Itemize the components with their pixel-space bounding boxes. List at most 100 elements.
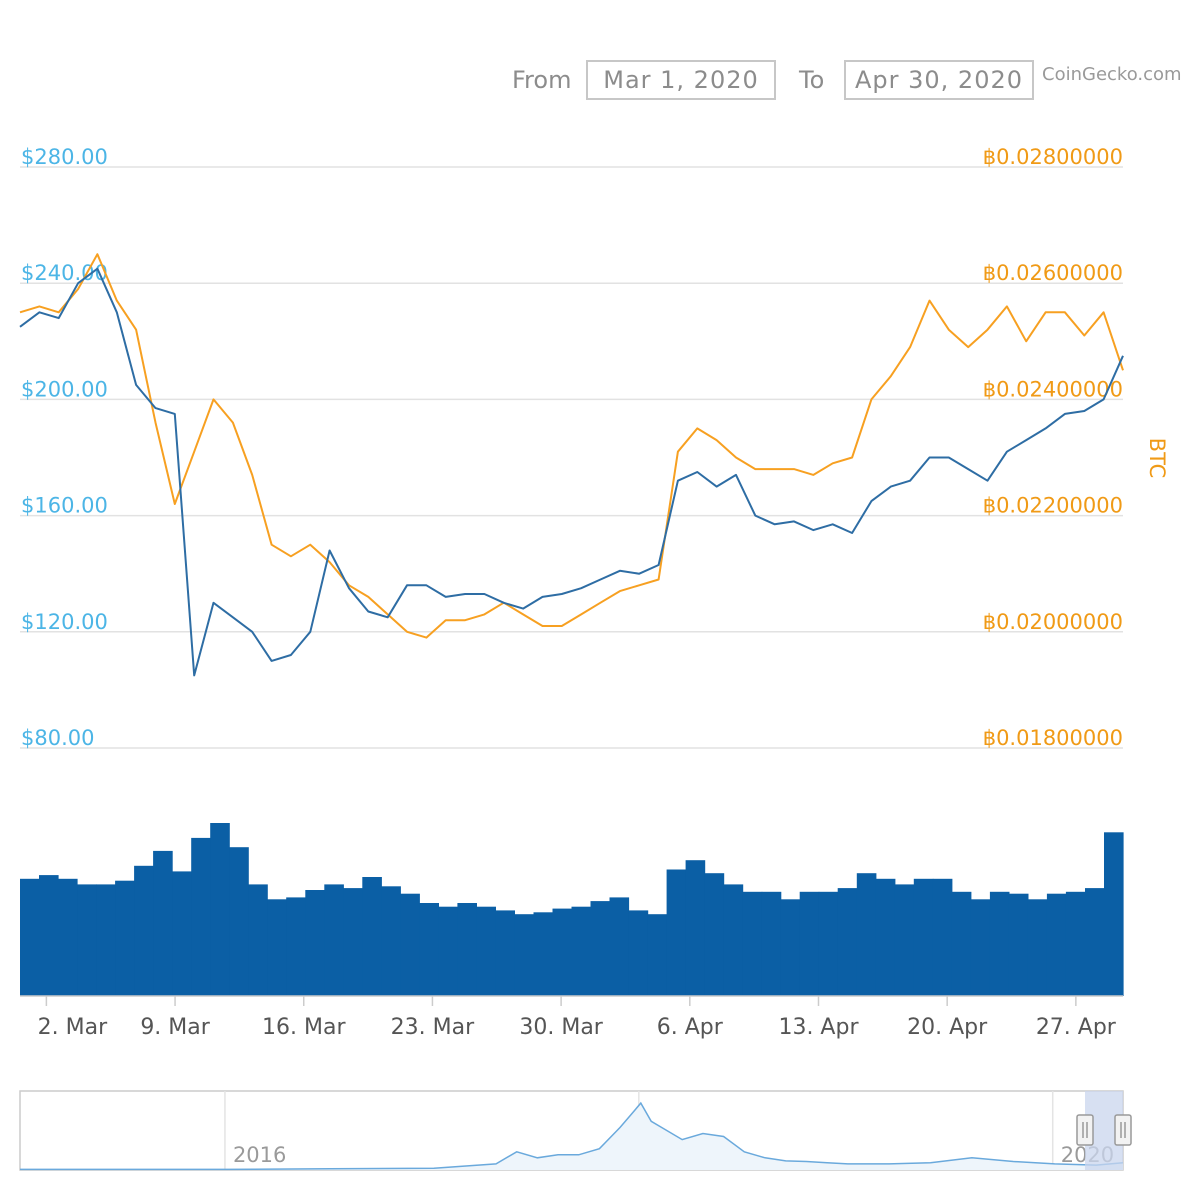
x-tick-label: 20. Apr	[907, 1015, 988, 1040]
volume-bar	[457, 903, 477, 996]
price-lines	[19, 253, 1124, 677]
volume-bar	[932, 878, 953, 996]
volume-bar	[1085, 888, 1105, 996]
x-tick-label: 9. Mar	[140, 1015, 210, 1040]
volume-bar	[248, 884, 268, 996]
volume-bar	[172, 871, 192, 996]
volume-bar	[799, 891, 820, 996]
btc-tick-label: ฿0.02400000	[983, 377, 1123, 401]
volume-bar	[153, 850, 173, 996]
volume-bar	[20, 878, 40, 996]
btc-tick-label: ฿0.02200000	[983, 494, 1123, 518]
volume-bar	[970, 899, 991, 996]
volume-bar	[58, 878, 78, 996]
volume-bar	[1027, 899, 1048, 996]
volume-bar	[685, 860, 706, 996]
volume-bar	[267, 899, 287, 996]
volume-bar	[894, 884, 915, 996]
usd-tick-label: $80.00	[21, 726, 94, 750]
volume-bar	[438, 906, 458, 996]
volume-bar	[609, 897, 630, 996]
volume-bar	[77, 884, 97, 996]
volume-bar	[704, 873, 725, 996]
volume-bars	[20, 823, 1124, 997]
volume-bar	[362, 877, 382, 996]
navigator-area	[20, 1103, 1123, 1170]
volume-bar	[286, 897, 306, 996]
volume-bar	[476, 906, 496, 996]
navigator-left-handle[interactable]	[1076, 1114, 1094, 1146]
usd-axis-ticks: $280.00 $240.00 $200.00 $160.00 $120.00 $80.0…	[21, 145, 108, 750]
from-label: From	[512, 66, 572, 94]
volume-bar	[324, 884, 344, 996]
volume-bar	[96, 884, 116, 996]
volume-bar	[419, 903, 439, 996]
volume-bar	[856, 873, 877, 996]
volume-bar	[913, 878, 934, 996]
x-tick-label: 6. Apr	[657, 1015, 724, 1040]
credits-link[interactable]: CoinGecko.com	[1042, 64, 1182, 85]
volume-bar	[39, 875, 59, 996]
to-label: To	[799, 66, 825, 94]
volume-bar	[818, 891, 839, 996]
usd-tick-label: $120.00	[21, 610, 108, 634]
volume-bar	[571, 906, 592, 996]
btc-tick-label: ฿0.01800000	[983, 726, 1123, 750]
x-tick-label: 2. Mar	[38, 1015, 108, 1040]
from-date-input[interactable]: Mar 1, 2020	[586, 60, 776, 100]
btc-axis-title: BTC	[1145, 438, 1169, 479]
volume-bar	[875, 878, 896, 996]
btc-axis-ticks: ฿0.02800000 ฿0.02600000 ฿0.02400000 ฿0.0220…	[983, 145, 1123, 750]
volume-bar	[837, 888, 858, 996]
volume-bar	[666, 869, 687, 996]
volume-bar	[381, 886, 401, 996]
x-tick-label: 27. Apr	[1036, 1015, 1117, 1040]
to-date-input[interactable]: Apr 30, 2020	[844, 60, 1034, 100]
x-tick-label: 30. Mar	[519, 1015, 603, 1040]
x-tick-label: 23. Mar	[391, 1015, 475, 1040]
usd-tick-label: $240.00	[21, 261, 108, 285]
navigator-tick-label: 2016	[233, 1143, 286, 1167]
volume-bar	[1065, 891, 1086, 996]
volume-bar	[343, 888, 363, 996]
volume-bar	[761, 891, 782, 996]
volume-bar	[191, 837, 211, 996]
volume-bar	[989, 891, 1010, 996]
volume-bar	[723, 884, 744, 996]
usd-tick-label: $160.00	[21, 494, 108, 518]
btc-tick-label: ฿0.02600000	[983, 261, 1123, 285]
x-axis-ticks: 2. Mar 9. Mar 16. Mar 23. Mar 30. Mar 6. Apr 1…	[38, 996, 1117, 1040]
btc-price-line	[19, 253, 1124, 639]
x-tick-label: 16. Mar	[262, 1015, 346, 1040]
usd-price-line	[19, 267, 1124, 677]
volume-bar	[780, 899, 801, 996]
volume-bar	[552, 908, 573, 996]
gridlines	[20, 166, 1123, 749]
volume-bar	[305, 890, 325, 996]
volume-bar	[628, 910, 649, 996]
volume-bar	[590, 901, 611, 996]
volume-bar	[210, 823, 230, 996]
x-tick-label: 13. Apr	[778, 1015, 859, 1040]
volume-bar	[1008, 893, 1029, 996]
volume-bar	[229, 847, 249, 996]
navigator-right-handle[interactable]	[1114, 1114, 1132, 1146]
volume-bar	[533, 912, 554, 996]
volume-bar	[115, 880, 135, 996]
volume-bar	[742, 891, 763, 996]
btc-tick-label: ฿0.02800000	[983, 145, 1123, 169]
volume-bar	[951, 891, 972, 996]
usd-tick-label: $280.00	[21, 145, 108, 169]
btc-tick-label: ฿0.02000000	[983, 610, 1123, 634]
volume-bar	[400, 893, 420, 996]
volume-bar	[134, 865, 154, 996]
volume-bar	[514, 914, 534, 996]
volume-bar	[647, 914, 668, 996]
usd-tick-label: $200.00	[21, 377, 108, 401]
navigator-line	[20, 1101, 1124, 1171]
volume-bar	[1104, 832, 1124, 996]
volume-bar	[495, 910, 515, 996]
volume-bar	[1046, 893, 1067, 996]
navigator[interactable]: 201620182020	[19, 1090, 1132, 1171]
